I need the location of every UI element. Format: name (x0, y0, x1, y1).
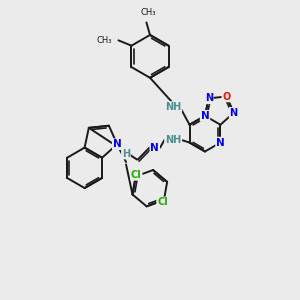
Text: CH₃: CH₃ (97, 36, 112, 45)
Text: Cl: Cl (131, 170, 142, 180)
Text: CH₃: CH₃ (140, 8, 156, 16)
Text: N: N (205, 93, 213, 103)
Text: N: N (216, 138, 225, 148)
Text: N: N (201, 111, 209, 121)
Text: NH: NH (165, 135, 181, 145)
Text: H: H (122, 148, 130, 159)
Text: NH: NH (165, 102, 181, 112)
Text: N: N (150, 142, 159, 153)
Text: N: N (230, 108, 238, 118)
Text: O: O (222, 92, 231, 101)
Text: N: N (113, 139, 122, 149)
Text: Cl: Cl (157, 197, 168, 207)
